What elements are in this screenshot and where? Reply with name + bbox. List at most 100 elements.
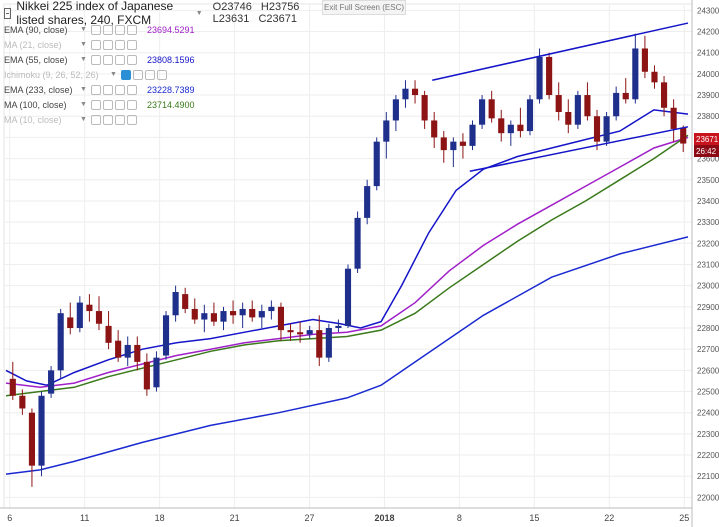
- grid: [3, 3, 693, 509]
- exit-fullscreen-button[interactable]: Exit Full Screen (ESC): [322, 0, 406, 15]
- eye-icon[interactable]: [90, 114, 101, 125]
- y-tick-label: 24300: [697, 6, 719, 15]
- close-icon[interactable]: [126, 54, 137, 65]
- add-icon[interactable]: [114, 24, 125, 35]
- settings-icon[interactable]: [102, 54, 113, 65]
- chevron-down-icon[interactable]: ▼: [80, 26, 87, 33]
- symbol-title[interactable]: Nikkei 225 index of Japanese listed shar…: [16, 0, 174, 27]
- candle-body: [143, 361, 150, 390]
- chevron-down-icon[interactable]: ▼: [110, 71, 117, 78]
- settings-icon[interactable]: [102, 84, 113, 95]
- price-axis[interactable]: 22000 22100 22200 22300 22400 22500 22600 22700…: [691, 0, 719, 527]
- close-icon[interactable]: [126, 84, 137, 95]
- x-tick-label: 15: [529, 513, 539, 523]
- indicator-row[interactable]: EMA (233, close) ▼ 23228.7389: [4, 82, 324, 97]
- indicator-row[interactable]: EMA (90, close) ▼ 23694.5291: [4, 22, 324, 37]
- candle-body: [479, 99, 486, 125]
- trendlines: [432, 22, 689, 173]
- candle: [622, 78, 629, 104]
- candle-body: [153, 357, 160, 388]
- close-icon[interactable]: [126, 24, 137, 35]
- close-icon[interactable]: [126, 39, 137, 50]
- candle-body: [277, 306, 285, 331]
- candle-body: [354, 217, 361, 269]
- settings-icon[interactable]: [102, 114, 113, 125]
- series-title-row: Nikkei 225 index of Japanese listed shar…: [4, 0, 324, 27]
- indicator-label: MA (100, close): [4, 99, 67, 110]
- candle: [431, 112, 438, 148]
- ohlc-values: O23746 H23756 L23631 C23671: [213, 1, 324, 25]
- indicator-row[interactable]: EMA (55, close) ▼ 23808.1596: [4, 52, 324, 67]
- settings-icon[interactable]: [102, 39, 113, 50]
- add-icon[interactable]: [114, 54, 125, 65]
- chevron-down-icon[interactable]: ▼: [80, 101, 87, 108]
- y-tick-label: 23600: [697, 155, 719, 164]
- close-icon[interactable]: [156, 69, 167, 80]
- add-icon[interactable]: [114, 99, 125, 110]
- candle-body: [574, 95, 581, 125]
- close-icon[interactable]: [126, 99, 137, 110]
- candle-body: [38, 395, 45, 466]
- indicator-row[interactable]: Ichimoku (9, 26, 52, 26) ▼: [4, 67, 324, 82]
- indicator-row[interactable]: MA (100, close) ▼ 23714.4900: [4, 97, 324, 112]
- chevron-down-icon[interactable]: ▼: [80, 56, 87, 63]
- close-icon[interactable]: [126, 114, 137, 125]
- y-tick-label: 23400: [697, 197, 719, 206]
- chevron-down-icon[interactable]: ▼: [80, 86, 87, 93]
- eye-icon[interactable]: [90, 39, 101, 50]
- candle: [134, 336, 141, 371]
- candle-body: [373, 141, 380, 187]
- y-tick-label: 24200: [697, 28, 719, 37]
- trendline: [432, 22, 689, 81]
- x-tick-label: 8: [457, 513, 462, 523]
- settings-icon[interactable]: [132, 69, 143, 80]
- indicator-row[interactable]: MA (10, close) ▼: [4, 112, 324, 127]
- eye-icon[interactable]: [90, 84, 101, 95]
- candle-body: [421, 95, 428, 121]
- candle: [603, 112, 610, 146]
- chevron-down-icon[interactable]: ▼: [80, 116, 87, 123]
- candle: [440, 131, 447, 163]
- x-tick-label: 27: [305, 513, 315, 523]
- candle: [268, 300, 275, 320]
- candle-body: [124, 344, 131, 358]
- indicator-row[interactable]: MA (21, close) ▼: [4, 37, 324, 52]
- candle-body: [546, 56, 553, 96]
- candle-body: [411, 88, 419, 96]
- candle: [277, 302, 285, 341]
- candle: [632, 33, 639, 104]
- eye-icon[interactable]: [120, 69, 131, 80]
- candle: [411, 80, 419, 104]
- eye-icon[interactable]: [90, 24, 101, 35]
- candle-body: [641, 48, 648, 72]
- add-icon[interactable]: [144, 69, 155, 80]
- eye-icon[interactable]: [90, 99, 101, 110]
- settings-icon[interactable]: [102, 99, 113, 110]
- candle-body: [95, 311, 103, 324]
- time-axis[interactable]: 6 11 18 21 27 2018 8 15 22 25: [0, 507, 692, 523]
- candle-body: [258, 311, 265, 318]
- candle-body: [670, 107, 677, 129]
- collapse-icon[interactable]: [4, 7, 12, 19]
- settings-icon[interactable]: [102, 24, 113, 35]
- eye-icon[interactable]: [90, 54, 101, 65]
- candle-body: [440, 137, 447, 151]
- high-value: H23756: [260, 1, 300, 13]
- add-icon[interactable]: [114, 39, 125, 50]
- candle-body: [613, 92, 620, 117]
- candle-body: [325, 328, 332, 358]
- candle: [57, 308, 64, 379]
- chevron-down-icon[interactable]: ▼: [80, 41, 87, 48]
- candle: [191, 298, 198, 324]
- candle: [172, 285, 179, 322]
- add-icon[interactable]: [114, 84, 125, 95]
- candle: [373, 137, 380, 191]
- chevron-down-icon[interactable]: ▼: [195, 9, 203, 17]
- add-icon[interactable]: [114, 114, 125, 125]
- plot-area: [3, 3, 693, 509]
- candle: [680, 125, 687, 153]
- candle: [565, 99, 572, 134]
- candle: [459, 133, 466, 159]
- y-tick-label: 24000: [697, 70, 719, 79]
